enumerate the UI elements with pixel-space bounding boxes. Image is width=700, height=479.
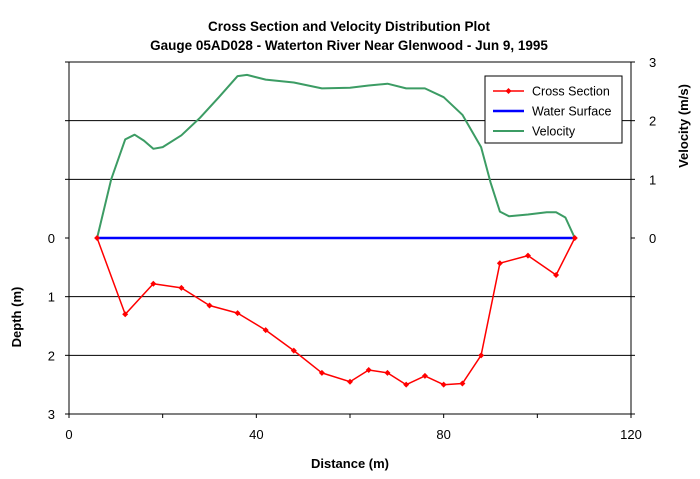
x-axis-label: Distance (m) [311, 456, 389, 471]
cross-section-point [571, 235, 578, 241]
y-axis-label-right: Velocity (m/s) [676, 84, 691, 168]
cross-section-point [318, 369, 325, 376]
cross-section-point [421, 372, 428, 379]
cross-section-point [496, 260, 503, 267]
legend-marker-cross-section [505, 88, 512, 94]
cross-section-point [403, 381, 410, 388]
x-tick-label: 40 [249, 427, 263, 442]
axes [65, 61, 635, 418]
depth-tick-label: 0 [48, 231, 55, 246]
x-tick-label: 120 [620, 427, 642, 442]
cross-section-point [262, 327, 269, 334]
cross-section-point [384, 369, 391, 376]
cross-section-point [459, 380, 466, 387]
velocity-tick-label: 2 [649, 114, 656, 129]
cross-section-point [178, 284, 185, 291]
chart-title: Cross Section and Velocity Distribution … [208, 19, 491, 34]
velocity-line [96, 73, 576, 239]
legend-label-water-surface: Water Surface [532, 105, 611, 119]
depth-tick-label: 1 [48, 290, 55, 305]
cross-section-point [440, 381, 447, 388]
cross-section-point [150, 280, 157, 287]
cross-section-point [234, 310, 241, 317]
legend-label-velocity: Velocity [532, 125, 576, 139]
depth-tick-label: 3 [48, 407, 55, 422]
cross-section-point [553, 271, 560, 278]
cross-section-point [478, 352, 485, 359]
cross-section-point [290, 347, 297, 354]
plot-area [94, 73, 578, 388]
cross-section-point [122, 311, 129, 318]
chart-subtitle: Gauge 05AD028 - Waterton River Near Glen… [150, 38, 548, 53]
x-tick-label: 80 [436, 427, 450, 442]
cross-section-point [347, 378, 353, 385]
y-axis-label-left: Depth (m) [9, 287, 24, 348]
legend-label-cross-section: Cross Section [532, 85, 610, 99]
legend: Cross Section Water Surface Velocity [484, 75, 623, 144]
cross-section-point [94, 235, 101, 241]
velocity-tick-label: 0 [649, 231, 656, 246]
depth-tick-label: 2 [48, 348, 55, 363]
velocity-tick-label: 3 [649, 55, 656, 70]
x-tick-label: 0 [65, 427, 72, 442]
cross-section-point [206, 302, 213, 309]
cross-section-point [524, 252, 531, 259]
cross-section-line [96, 237, 576, 386]
velocity-tick-label: 1 [649, 172, 656, 187]
cross-section-point [365, 367, 372, 373]
